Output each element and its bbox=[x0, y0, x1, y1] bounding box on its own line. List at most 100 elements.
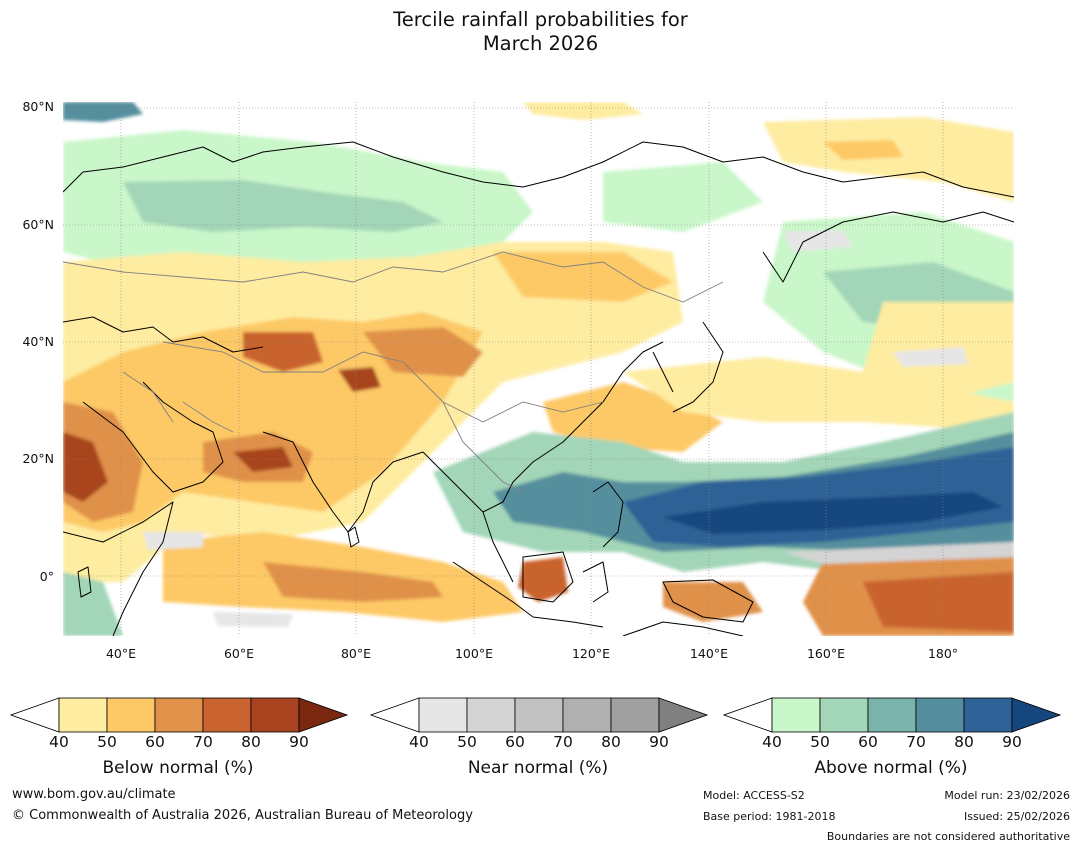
region-near-scatter-4 bbox=[213, 612, 293, 627]
map-title: Tercile rainfall probabilities for March… bbox=[0, 8, 1081, 56]
footer-disclaimer: Boundaries are not considered authoritat… bbox=[826, 830, 1070, 843]
coast-sri-lanka bbox=[347, 526, 360, 548]
colorbar-near-tick: 70 bbox=[553, 733, 573, 751]
lon-label-100e: 100°E bbox=[454, 646, 493, 661]
colorbar-below-seg-1 bbox=[58, 697, 108, 733]
lon-label-160e: 160°E bbox=[806, 646, 845, 661]
region-below-mongolia bbox=[493, 252, 673, 302]
country-boundaries bbox=[63, 251, 724, 493]
coast-se-asia bbox=[422, 341, 664, 513]
region-below-central-asia-mid bbox=[63, 312, 483, 532]
footer-url[interactable]: www.bom.gov.au/climate bbox=[12, 787, 176, 802]
footer-issued: Issued: 25/02/2026 bbox=[963, 810, 1070, 823]
colorbar-below-seg-3 bbox=[154, 697, 204, 733]
colorbar-near-tick: 80 bbox=[601, 733, 621, 751]
region-near-scatter-3 bbox=[143, 532, 203, 550]
colorbar-above-seg-3 bbox=[867, 697, 917, 733]
lon-label-140e: 140°E bbox=[689, 646, 728, 661]
gridlines bbox=[63, 102, 1014, 636]
coastlines bbox=[63, 141, 1014, 636]
lon-label-80e: 80°E bbox=[340, 646, 372, 661]
colorbar-below-tick: 50 bbox=[97, 733, 117, 751]
colorbar-above-lower-arrow bbox=[723, 697, 773, 733]
region-below-pacific-sub bbox=[623, 357, 1014, 432]
colorbar-above bbox=[723, 697, 1061, 733]
colorbar-near-tick: 40 bbox=[409, 733, 429, 751]
lat-label-20n: 20°N bbox=[22, 451, 54, 466]
region-below-east-china bbox=[543, 382, 723, 452]
colorbar-near-seg-3 bbox=[514, 697, 564, 733]
colorbar-above-tick: 70 bbox=[906, 733, 926, 751]
region-near-scatter-2 bbox=[893, 347, 968, 367]
colorbar-below-seg-5 bbox=[250, 697, 300, 733]
region-above-arctic-blue bbox=[63, 102, 143, 122]
region-near-equator bbox=[783, 542, 1014, 564]
footer-model-run: Model run: 23/02/2026 bbox=[944, 789, 1070, 802]
colorbar-near-lower-arrow bbox=[370, 697, 420, 733]
colorbar-near-seg-4 bbox=[562, 697, 612, 733]
coast-malay bbox=[482, 511, 514, 583]
region-above-africa-east bbox=[63, 572, 123, 636]
coast-png bbox=[662, 579, 754, 623]
lon-label-60e: 60°E bbox=[223, 646, 255, 661]
coast-europe-north bbox=[63, 141, 1014, 198]
lat-label-60n: 60°N bbox=[22, 217, 54, 232]
probability-fields bbox=[63, 102, 1014, 636]
region-above-europe-mid bbox=[123, 180, 443, 232]
colorbar-above-tick: 40 bbox=[762, 733, 782, 751]
colorbar-near-tick: 60 bbox=[505, 733, 525, 751]
region-below-borneo bbox=[518, 557, 568, 602]
colorbar-above-seg-4 bbox=[915, 697, 965, 733]
colorbar-near-upper-arrow bbox=[658, 697, 708, 733]
footer-model: Model: ACCESS-S2 bbox=[703, 789, 805, 802]
colorbar-below-tick: 80 bbox=[241, 733, 261, 751]
coast-arabia bbox=[82, 381, 224, 493]
colorbar-near-title: Near normal (%) bbox=[467, 758, 609, 778]
region-below-arabia-deep bbox=[63, 432, 108, 502]
region-below-india-deep bbox=[233, 447, 293, 472]
colorbar-above-seg-2 bbox=[819, 697, 869, 733]
region-below-arctic-yellow bbox=[523, 102, 643, 120]
footer-base-period: Base period: 1981-2018 bbox=[703, 810, 836, 823]
region-below-arctic-east-deep bbox=[823, 140, 903, 160]
region-below-tibet-deep bbox=[338, 367, 381, 392]
lon-label-40e: 40°E bbox=[105, 646, 137, 661]
colorbar-above-tick: 90 bbox=[1002, 733, 1022, 751]
region-below-png bbox=[663, 582, 763, 622]
colorbar-near-seg-5 bbox=[610, 697, 660, 733]
title-line-1: Tercile rainfall probabilities for bbox=[393, 8, 688, 31]
region-above-west-siberia bbox=[603, 162, 763, 232]
colorbar-below-tick: 70 bbox=[193, 733, 213, 751]
colorbar-above-seg-1 bbox=[771, 697, 821, 733]
colorbar-below-upper-arrow bbox=[298, 697, 348, 733]
colorbar-near-tick: 50 bbox=[457, 733, 477, 751]
title-line-2: March 2026 bbox=[482, 32, 599, 55]
colorbar-below bbox=[10, 697, 348, 733]
coast-africa-east bbox=[63, 501, 174, 636]
lat-label-40n: 40°N bbox=[22, 334, 54, 349]
coast-sumatra bbox=[452, 561, 534, 618]
colorbar-below-seg-4 bbox=[202, 697, 252, 733]
coast-borneo bbox=[522, 551, 574, 603]
lon-label-180: 180° bbox=[927, 646, 959, 661]
coast-madagascar bbox=[77, 566, 92, 598]
colorbar-above-seg-5 bbox=[963, 697, 1013, 733]
colorbar-above-title: Above normal (%) bbox=[814, 758, 968, 778]
region-below-equatorial-pacific-deep bbox=[863, 572, 1014, 632]
coast-kamchatka bbox=[762, 211, 1014, 283]
region-above-pacific-tropical-deep bbox=[663, 492, 1003, 534]
lon-label-120e: 120°E bbox=[571, 646, 610, 661]
region-below-tibet bbox=[363, 327, 483, 377]
colorbar-below-title: Below normal (%) bbox=[102, 758, 254, 778]
map-canvas bbox=[63, 102, 1014, 636]
colorbar-below-tick: 90 bbox=[289, 733, 309, 751]
colorbar-below-tick: 40 bbox=[49, 733, 69, 751]
colorbar-above-upper-arrow bbox=[1011, 697, 1061, 733]
lat-label-0: 0° bbox=[39, 569, 54, 584]
coast-mediterranean bbox=[63, 316, 264, 353]
coast-korea-japan bbox=[652, 321, 724, 413]
rainfall-probability-map bbox=[63, 102, 1014, 636]
colorbar-near-seg-1 bbox=[418, 697, 468, 733]
colorbar-above-tick: 80 bbox=[954, 733, 974, 751]
colorbar-below-lower-arrow bbox=[10, 697, 60, 733]
